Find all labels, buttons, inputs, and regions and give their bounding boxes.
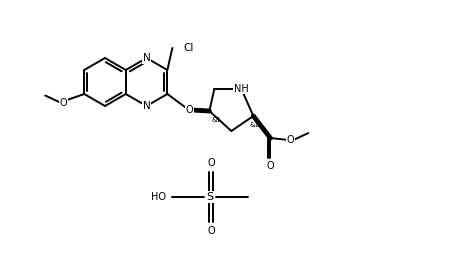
Text: O: O — [59, 98, 67, 107]
Text: O: O — [266, 161, 274, 171]
Text: O: O — [186, 105, 193, 115]
Text: O: O — [207, 226, 215, 236]
Text: HO: HO — [151, 192, 166, 202]
Text: O: O — [207, 158, 215, 168]
Text: &1: &1 — [212, 117, 222, 123]
Text: N: N — [143, 101, 150, 111]
Text: S: S — [207, 192, 213, 202]
Text: N: N — [143, 53, 150, 63]
Text: O: O — [287, 135, 294, 145]
Text: NH: NH — [234, 84, 249, 94]
Text: &1: &1 — [249, 122, 260, 128]
Text: Cl: Cl — [183, 43, 194, 53]
